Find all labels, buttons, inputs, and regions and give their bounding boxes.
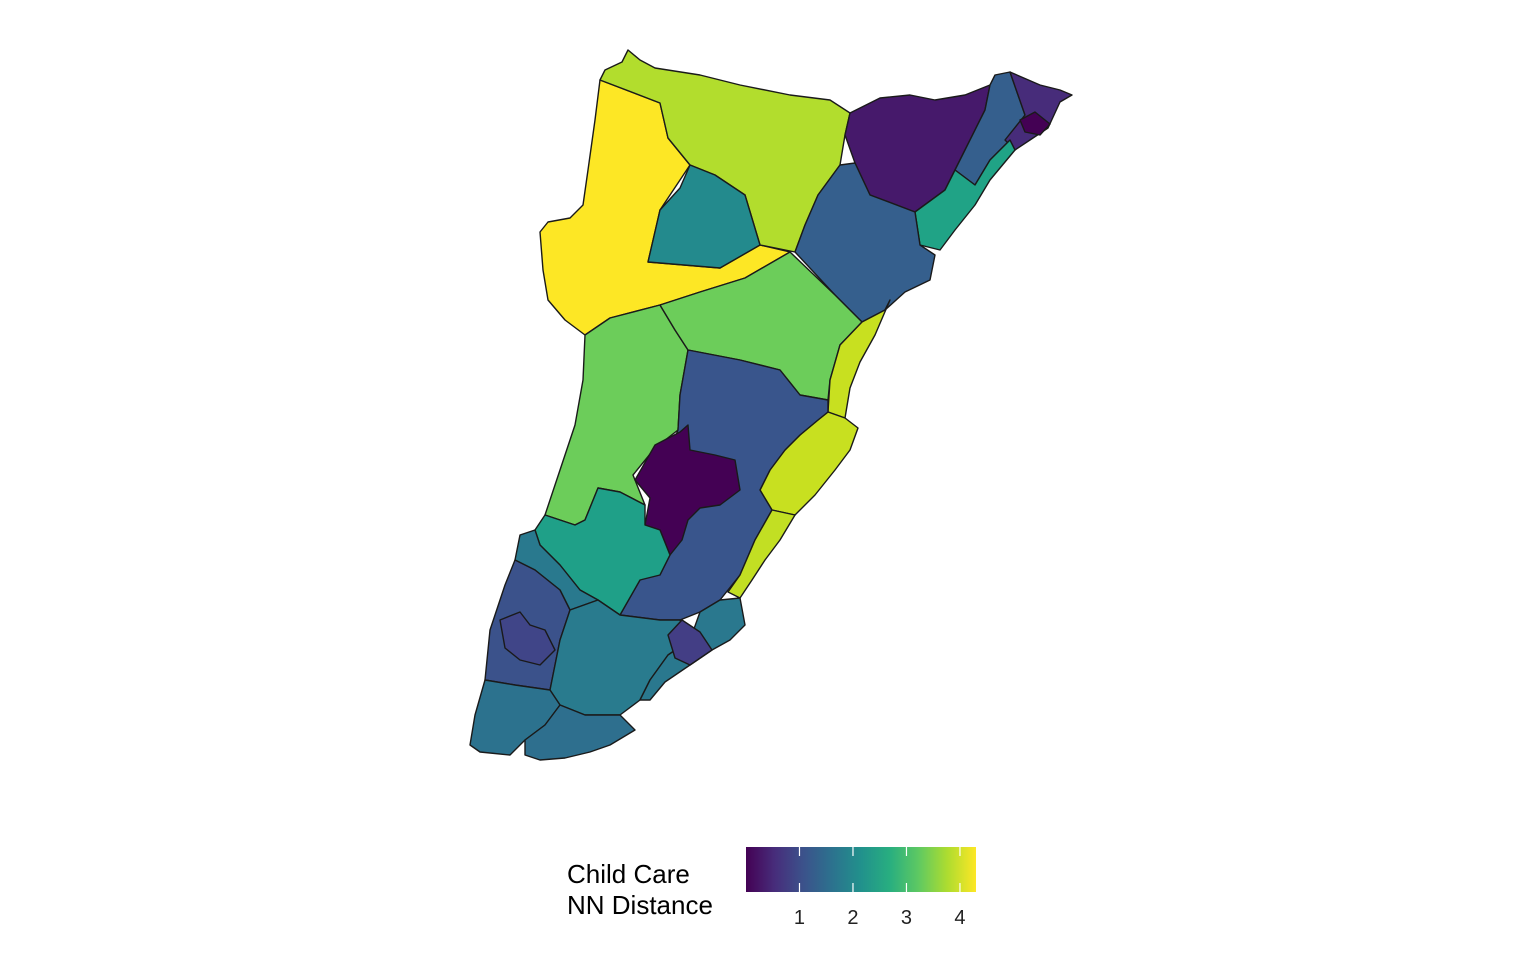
region-middle-inner-dark [634, 424, 741, 556]
legend-ticks: 1 2 3 4 [794, 847, 966, 929]
region-south-east-dark [667, 619, 713, 666]
region-north-coast-strip [914, 139, 1016, 251]
choropleth-map [469, 49, 1073, 761]
legend-title-line2: NN Distance [567, 890, 713, 920]
legend-title-line1: Child Care [567, 859, 690, 889]
legend-title: Child Care NN Distance [567, 859, 713, 921]
region-south-tip-b [524, 704, 636, 761]
region-north-east-tip [1004, 71, 1073, 151]
legend-tick-label: 4 [954, 907, 965, 929]
legend-colorbar [746, 847, 976, 892]
color-legend: 1 2 3 4 [746, 847, 976, 929]
legend-tick-label: 3 [901, 907, 912, 929]
region-middle-coast [827, 299, 891, 419]
region-north-inner [647, 164, 761, 269]
legend-tick-label: 2 [847, 907, 858, 929]
legend-tick-label: 1 [794, 907, 805, 929]
region-south-inner [499, 611, 556, 666]
region-south-coast [727, 509, 796, 599]
region-north-east-dark [1019, 111, 1051, 136]
